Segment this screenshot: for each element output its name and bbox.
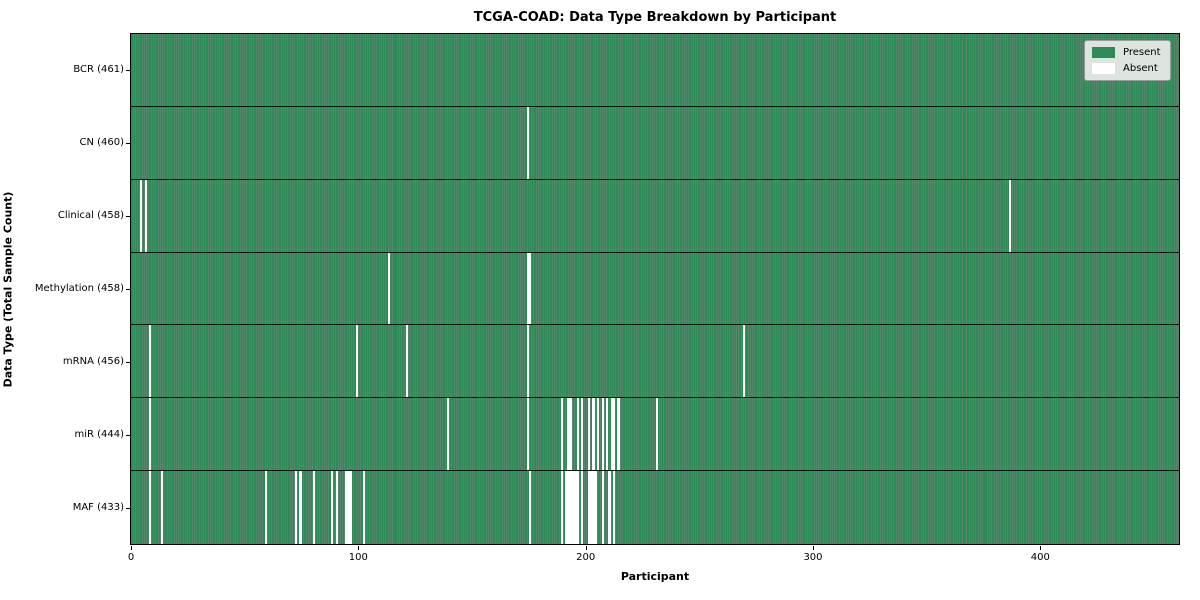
absent-stripe xyxy=(331,471,334,544)
absent-stripe xyxy=(567,398,570,471)
x-tick-mark xyxy=(585,546,587,550)
absent-stripe xyxy=(601,398,604,471)
row-maf xyxy=(131,471,1179,544)
absent-stripe xyxy=(742,325,745,398)
absent-stripe xyxy=(294,471,297,544)
absent-stripe xyxy=(617,398,620,471)
absent-stripe xyxy=(406,325,409,398)
absent-swatch-icon xyxy=(1092,63,1115,74)
x-tick-mark xyxy=(812,546,814,550)
x-tick-mark xyxy=(358,546,360,550)
absent-stripe xyxy=(569,398,573,471)
absent-stripe xyxy=(581,471,584,544)
absent-stripe xyxy=(528,252,532,325)
present-swatch-icon xyxy=(1092,47,1115,58)
absent-stripe xyxy=(587,398,591,471)
x-tick-mark xyxy=(131,546,132,550)
y-tick-label-cn: CN (460) xyxy=(79,137,124,149)
absent-stripe xyxy=(346,471,350,544)
absent-stripe xyxy=(606,398,609,471)
x-axis-label: Participant xyxy=(620,570,690,583)
absent-stripe xyxy=(587,471,591,544)
absent-stripe xyxy=(597,398,600,471)
absent-stripe xyxy=(526,398,529,471)
absent-stripe xyxy=(569,471,573,544)
legend-item-absent: Absent xyxy=(1092,63,1161,74)
x-tick-label-100: 100 xyxy=(348,552,368,563)
row-mrna xyxy=(131,325,1179,399)
absent-stripe xyxy=(1008,179,1011,252)
y-tick-label-maf: MAF (433) xyxy=(72,501,124,513)
absent-stripe xyxy=(312,471,316,544)
legend-label-absent: Absent xyxy=(1123,63,1158,74)
absent-stripe xyxy=(356,325,359,398)
absent-stripe xyxy=(560,471,563,544)
absent-stripe xyxy=(160,471,163,544)
absent-stripe xyxy=(608,471,611,544)
y-tick-label-clinical: Clinical (458) xyxy=(57,210,124,222)
absent-stripe xyxy=(387,252,391,325)
absent-stripe xyxy=(572,471,575,544)
x-tick-mark xyxy=(1040,546,1042,550)
absent-stripe xyxy=(149,398,152,471)
absent-stripe xyxy=(576,471,579,544)
y-tick-label-mrna: mRNA (456) xyxy=(62,355,124,367)
absent-stripe xyxy=(574,471,577,544)
absent-stripe xyxy=(612,471,616,544)
row-methylation xyxy=(131,252,1179,326)
x-tick-label-0: 0 xyxy=(127,552,135,563)
row-mir xyxy=(131,398,1179,472)
y-tick-mark xyxy=(126,289,130,290)
y-tick-label-mir: miR (444) xyxy=(74,428,124,440)
absent-stripe xyxy=(446,398,450,471)
absent-stripe xyxy=(265,471,268,544)
absent-stripe xyxy=(144,179,147,252)
absent-stripe xyxy=(576,398,579,471)
absent-stripe xyxy=(335,471,338,544)
x-tick-label-300: 300 xyxy=(803,552,823,563)
absent-stripe xyxy=(581,398,584,471)
chart-title: TCGA-COAD: Data Type Breakdown by Partic… xyxy=(473,10,837,25)
absent-stripe xyxy=(344,471,347,544)
y-tick-mark xyxy=(126,507,130,509)
y-tick-mark xyxy=(126,216,130,218)
y-tick-mark xyxy=(126,361,130,363)
absent-stripe xyxy=(601,471,604,544)
absent-stripe xyxy=(299,471,302,544)
absent-stripe xyxy=(140,179,143,252)
absent-stripe xyxy=(590,471,593,544)
y-tick-mark xyxy=(126,434,130,436)
absent-stripe xyxy=(528,471,532,544)
absent-stripe xyxy=(526,106,529,179)
absent-stripe xyxy=(526,325,529,398)
absent-stripe xyxy=(567,471,570,544)
absent-stripe xyxy=(149,471,152,544)
absent-stripe xyxy=(362,471,366,544)
absent-stripe xyxy=(565,471,568,544)
x-tick-label-200: 200 xyxy=(576,552,596,563)
x-tick-label-400: 400 xyxy=(1030,552,1050,563)
legend: Present Absent xyxy=(1084,40,1171,81)
row-clinical xyxy=(131,179,1179,253)
legend-label-present: Present xyxy=(1123,47,1161,58)
absent-stripe xyxy=(349,471,352,544)
row-bcr xyxy=(131,34,1179,107)
y-tick-mark xyxy=(126,143,130,145)
absent-stripe xyxy=(560,398,563,471)
absent-stripe xyxy=(610,398,613,471)
legend-item-present: Present xyxy=(1092,47,1161,58)
absent-stripe xyxy=(149,325,152,398)
y-tick-label-methylation: Methylation (458) xyxy=(34,283,124,294)
absent-stripe xyxy=(526,252,529,325)
y-tick-label-bcr: BCR (461) xyxy=(73,64,124,76)
plot-area xyxy=(130,33,1180,545)
absent-stripe xyxy=(594,471,598,544)
absent-stripe xyxy=(612,398,616,471)
y-tick-mark xyxy=(126,70,130,72)
row-cn xyxy=(131,106,1179,180)
absent-stripe xyxy=(592,398,595,471)
absent-stripe xyxy=(656,398,659,471)
absent-stripe xyxy=(592,471,595,544)
